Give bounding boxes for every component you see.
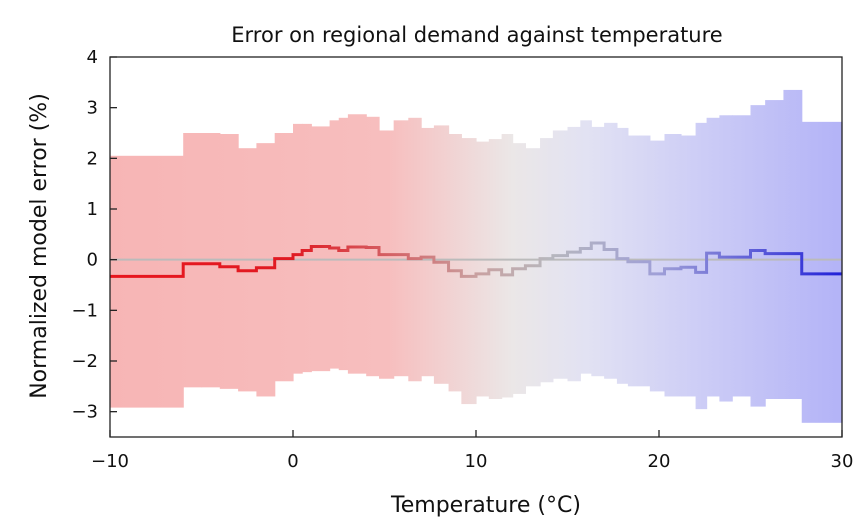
error-band-bin-30 <box>591 126 605 377</box>
y-tick-label: 1 <box>87 199 98 220</box>
error-band-bin-5 <box>256 143 276 397</box>
error-band-bin-12 <box>347 114 367 374</box>
error-band-bin-44 <box>801 121 843 423</box>
error-band-bin-6 <box>274 133 294 382</box>
error-band-bin-21 <box>476 141 490 397</box>
x-tick-label: 20 <box>648 451 671 472</box>
error-band-bin-35 <box>664 134 682 397</box>
error-band-bin-41 <box>750 105 766 407</box>
error-band-bin-25 <box>525 148 541 387</box>
y-tick-label: −3 <box>71 402 98 423</box>
chart-title: Error on regional demand against tempera… <box>231 23 722 47</box>
error-band-bin-34 <box>649 140 666 392</box>
error-band-bin-23 <box>501 134 514 398</box>
error-band-bin-10 <box>329 120 340 369</box>
x-tick-label: 30 <box>831 451 854 472</box>
error-band-bin-29 <box>580 120 592 374</box>
error-band-bin-11 <box>338 117 349 371</box>
error-band-bin-20 <box>461 138 477 405</box>
error-band-bin-16 <box>408 117 422 382</box>
x-tick-label: 10 <box>465 451 488 472</box>
error-band-bin-32 <box>616 127 629 384</box>
x-axis-ticks: −10 0 10 20 30 <box>91 430 853 472</box>
error-band-bin-19 <box>448 134 462 392</box>
error-band-bin-18 <box>433 125 450 384</box>
error-band <box>110 89 843 423</box>
error-band-bin-28 <box>567 126 581 382</box>
y-tick-label: 2 <box>87 148 98 169</box>
error-band-bin-7 <box>293 123 303 374</box>
error-band-bin-38 <box>706 117 720 397</box>
error-band-bin-42 <box>765 100 785 399</box>
error-band-bin-37 <box>695 122 708 410</box>
y-tick-label: −2 <box>71 351 98 372</box>
y-axis-label: Normalized model error (%) <box>27 93 52 399</box>
x-tick-label: 0 <box>287 451 298 472</box>
error-band-bin-17 <box>421 127 435 377</box>
error-band-bin-0 <box>110 155 184 408</box>
error-band-bin-3 <box>219 134 239 389</box>
y-tick-label: 4 <box>87 47 98 68</box>
y-tick-label: 3 <box>87 98 98 119</box>
x-tick-label: −10 <box>91 451 129 472</box>
error-band-bin-9 <box>311 126 331 372</box>
y-axis-ticks: −3 −2 −1 0 1 2 3 4 <box>71 47 117 423</box>
x-axis-label: Temperature (°C) <box>390 493 581 518</box>
error-band-bin-8 <box>302 123 312 373</box>
error-band-bin-43 <box>783 89 803 400</box>
y-tick-label: −1 <box>71 300 98 321</box>
y-tick-label: 0 <box>87 250 98 271</box>
error-band-bin-15 <box>393 120 409 377</box>
mean-error-line <box>110 241 842 278</box>
